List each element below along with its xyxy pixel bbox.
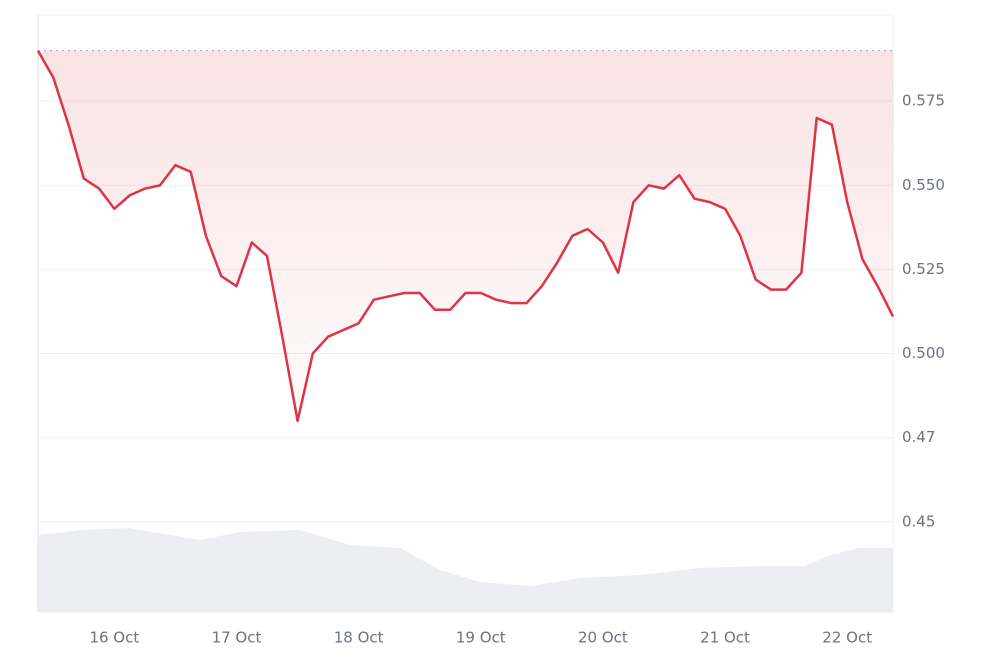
y-tick-label: 0.525 — [902, 260, 945, 278]
y-tick-label: 0.575 — [902, 92, 945, 110]
price-line — [36, 50, 895, 423]
x-tick-label: 22 Oct — [822, 629, 872, 647]
volume-area — [38, 528, 893, 612]
y-tick-label: 0.550 — [902, 176, 945, 194]
y-tick-label: 0.500 — [902, 344, 945, 362]
x-tick-label: 18 Oct — [334, 629, 384, 647]
y-tick-label: 0.45 — [902, 512, 935, 530]
area-fill — [38, 50, 893, 421]
y-tick-label: 0.47 — [902, 428, 935, 446]
x-tick-label: 21 Oct — [700, 629, 750, 647]
x-tick-label: 17 Oct — [212, 629, 262, 647]
x-tick-label: 19 Oct — [456, 629, 506, 647]
x-tick-label: 20 Oct — [578, 629, 628, 647]
x-tick-label: 16 Oct — [89, 629, 139, 647]
